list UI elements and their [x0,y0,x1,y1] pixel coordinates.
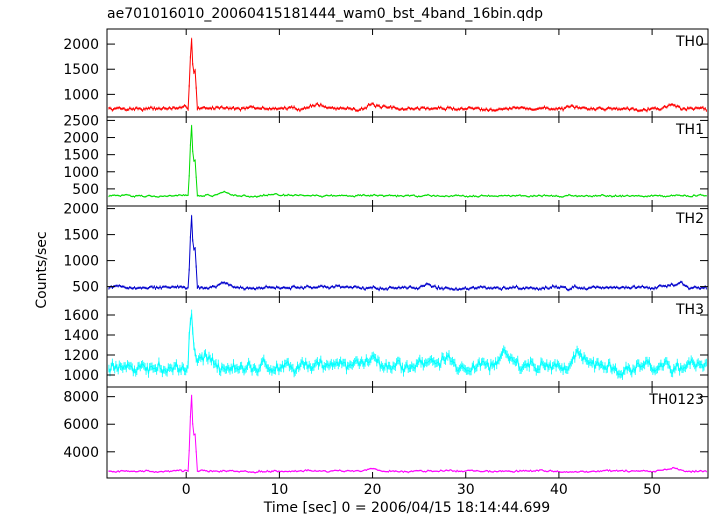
y-tick-label: 1000 [63,254,99,270]
x-axis-title: Time [sec] 0 = 2006/04/15 18:14:44.699 [263,500,550,516]
x-tick-label: 10 [270,482,288,498]
y-tick-label: 2000 [63,131,99,147]
x-tick-label: 50 [643,482,661,498]
y-tick-label: 1600 [63,308,99,324]
panel-frame [106,386,709,479]
panel-th3: 1000 1200 1400 1600 TH3 [63,296,709,388]
panel-label: TH0 [675,34,704,50]
y-tick-label: 1000 [63,165,99,181]
x-tick-label: 20 [364,482,382,498]
error-bars-th0123 [108,394,707,474]
y-tick-label: 2000 [63,202,99,218]
error-bars-th1 [108,124,707,198]
series-line-th1 [108,125,707,198]
x-tick-label: 40 [550,482,568,498]
y-tick-label: 1000 [63,87,99,103]
panel-th0123: 4000 6000 8000 TH0123 [63,386,709,479]
y-tick-label: 2500 [63,113,99,129]
y-tick-label: 1000 [63,368,99,384]
error-bars-th3 [108,309,707,380]
x-tick-labels: 0 10 20 30 40 50 [182,482,661,498]
panel-label: TH3 [675,302,704,318]
series-line-th3 [108,313,707,378]
panel-label: TH2 [675,211,704,227]
y-tick-label: 4000 [63,445,99,461]
y-tick-label: 500 [72,182,99,198]
y-tick-label: 2000 [63,37,99,53]
x-tick-label: 0 [182,482,191,498]
y-tick-label: 6000 [63,417,99,433]
y-tick-label: 1400 [63,328,99,344]
error-bars-th2 [108,214,707,292]
y-tick-label: 500 [72,280,99,296]
x-tick-label: 30 [457,482,475,498]
error-bars-th0 [108,37,707,113]
panel-label: TH0123 [648,392,704,408]
chart-title: ae701016010_20060415181444_wam0_bst_4ban… [107,6,543,22]
y-tick-label: 1500 [63,62,99,78]
y-axis-title: Counts/sec [34,231,50,308]
panel-th2: 500 1000 1500 2000 TH2 [63,202,709,298]
series-line-th2 [108,216,707,292]
y-tick-label: 1500 [63,148,99,164]
series-line-th0123 [108,395,707,474]
series-line-th0 [108,39,707,113]
y-tick-label: 1200 [63,348,99,364]
y-tick-label: 1500 [63,228,99,244]
panel-th0: 1000 1500 2000 TH0 [63,28,709,118]
panel-label: TH1 [675,122,704,138]
y-tick-label: 8000 [63,390,99,406]
